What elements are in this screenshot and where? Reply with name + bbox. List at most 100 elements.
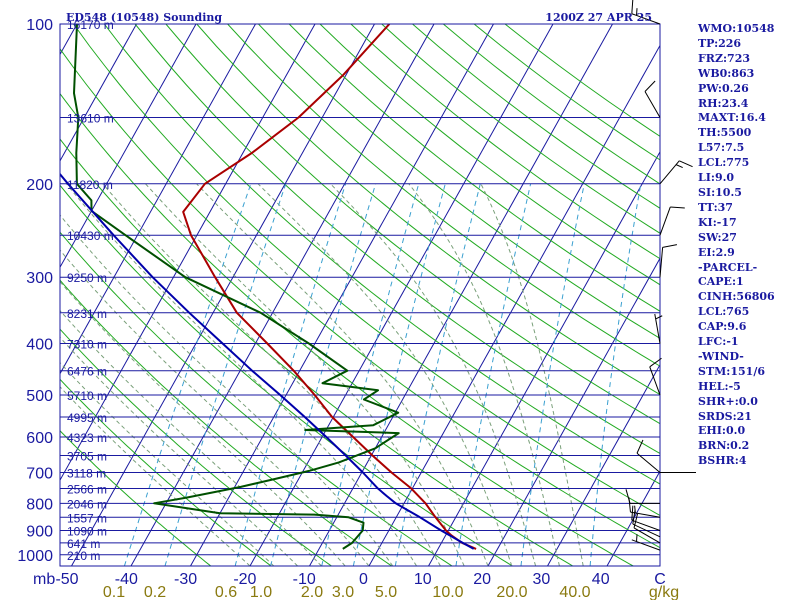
index-value: PW:0.26 — [698, 81, 749, 95]
isotherm-line — [190, 24, 494, 566]
dry-adiabat-line — [60, 231, 453, 566]
height-label: 7310 m — [67, 338, 107, 352]
isotherm-line — [249, 24, 554, 566]
wind-barb-flag — [649, 357, 662, 368]
dry-adiabat-line — [227, 24, 660, 367]
wind-barb-flag — [655, 315, 663, 320]
station-title: ED548 (10548) Sounding — [66, 11, 222, 24]
mixing-ratio-line — [520, 183, 585, 566]
moist-adiabat-line — [102, 183, 441, 566]
wind-barb-flag — [631, 0, 634, 14]
moist-adiabat-line — [60, 336, 298, 566]
pressure-tick-label: 300 — [26, 270, 53, 287]
wind-barb — [659, 247, 664, 278]
mixing-ratio-line — [164, 183, 287, 566]
moist-adiabat-line — [330, 183, 537, 566]
height-label: 16170 m — [67, 18, 114, 32]
index-value: SW:27 — [698, 230, 737, 244]
wind-barb-flag — [636, 439, 644, 454]
wind-barb-flag — [670, 206, 685, 209]
isotherm-line — [60, 24, 256, 375]
dry-adiabat-line — [196, 24, 660, 396]
diagram-background-lines — [0, 24, 660, 566]
sounding-profiles — [60, 24, 477, 550]
wind-barb — [631, 13, 661, 25]
mixing-ratio-tick-label: 20.0 — [496, 584, 527, 600]
moist-adiabat-line — [60, 386, 251, 566]
isotherm-line — [0, 24, 18, 566]
mixing-ratio-line — [589, 183, 642, 566]
pressure-tick-label: 1000 — [17, 548, 53, 565]
moist-adiabat-line — [480, 183, 584, 566]
pressure-tick-label: 800 — [26, 496, 53, 513]
mixing-ratio-line — [123, 183, 252, 566]
mixing-ratio-line — [394, 183, 481, 566]
moist-adiabat-line — [196, 183, 489, 566]
moist-adiabat-line — [66, 183, 418, 566]
wind-barb — [633, 527, 661, 544]
isotherm-line — [60, 24, 316, 482]
height-label: 210 m — [67, 549, 100, 563]
wind-barb-flag — [644, 80, 656, 92]
index-value: -PARCEL- — [698, 260, 758, 274]
height-label: 10430 m — [67, 229, 114, 243]
mixing-ratio-tick-label: 0.6 — [215, 584, 237, 600]
index-value: FRZ:723 — [698, 51, 751, 65]
pressure-tick-label: 500 — [26, 388, 53, 405]
height-label: 9250 m — [67, 271, 107, 285]
wind-barb — [644, 91, 661, 118]
moist-adiabat-line — [257, 183, 513, 566]
height-label: 4323 m — [67, 431, 107, 445]
height-label: 6476 m — [67, 365, 107, 379]
mixing-ratio-unit-label: g/kg — [649, 584, 679, 600]
index-value: TT:37 — [698, 200, 733, 214]
pressure-tick-label: 600 — [26, 430, 53, 447]
temperature-tick-label: -30 — [174, 571, 197, 588]
temperature-tick-label: -20 — [233, 571, 256, 588]
wind-barb — [649, 366, 661, 396]
isotherm-line — [368, 44, 660, 566]
height-label: 641 m — [67, 537, 100, 551]
dry-adiabat-line — [60, 378, 272, 566]
wind-barb-flag — [632, 509, 636, 525]
temperature-tick-label: C — [654, 571, 666, 588]
isotherm-line — [547, 363, 660, 566]
index-value: RH:23.4 — [698, 96, 749, 110]
wind-barb — [632, 523, 661, 538]
index-value: SI:10.5 — [698, 185, 742, 199]
height-label: 5710 m — [67, 389, 107, 403]
index-value: KI:-17 — [698, 215, 737, 229]
moist-adiabat-line — [60, 249, 370, 566]
pressure-tick-label: 100 — [26, 17, 53, 34]
isotherm-line — [60, 24, 137, 162]
sounding-time: 1200Z 27 APR 25 — [545, 11, 652, 24]
index-value: TH:5500 — [698, 126, 752, 140]
mixing-ratio-line — [270, 183, 377, 566]
dry-adiabat-line — [60, 184, 513, 566]
dry-adiabat-line — [60, 92, 634, 566]
index-value: MAXT:16.4 — [698, 111, 766, 125]
height-label: 2046 m — [67, 497, 107, 511]
isotherm-line — [130, 24, 435, 566]
isotherm-line — [606, 470, 660, 566]
pressure-unit-label: mb — [33, 571, 55, 588]
height-label: 2566 m — [67, 482, 107, 496]
mixing-ratio-line — [352, 183, 446, 566]
temperature-tick-label: 0 — [359, 571, 368, 588]
temperature-tick-label: -10 — [293, 571, 316, 588]
moist-adiabat-line — [60, 280, 346, 566]
height-label: 11820 m — [67, 178, 113, 192]
temperature-tick-label: 20 — [473, 571, 491, 588]
wind-barb-flag — [675, 164, 683, 169]
index-value: LI:9.0 — [698, 171, 735, 185]
height-label: 8231 m — [67, 307, 107, 321]
parcel-trace — [60, 172, 475, 550]
wind-barb — [631, 519, 661, 531]
plot-frame — [59, 23, 696, 567]
mixing-ratio-tick-label: 5.0 — [375, 584, 397, 600]
height-label: 13610 m — [67, 111, 114, 125]
wind-barb-flag — [662, 244, 678, 248]
wind-barb-flag — [633, 513, 639, 529]
moist-adiabat-line — [60, 361, 275, 566]
